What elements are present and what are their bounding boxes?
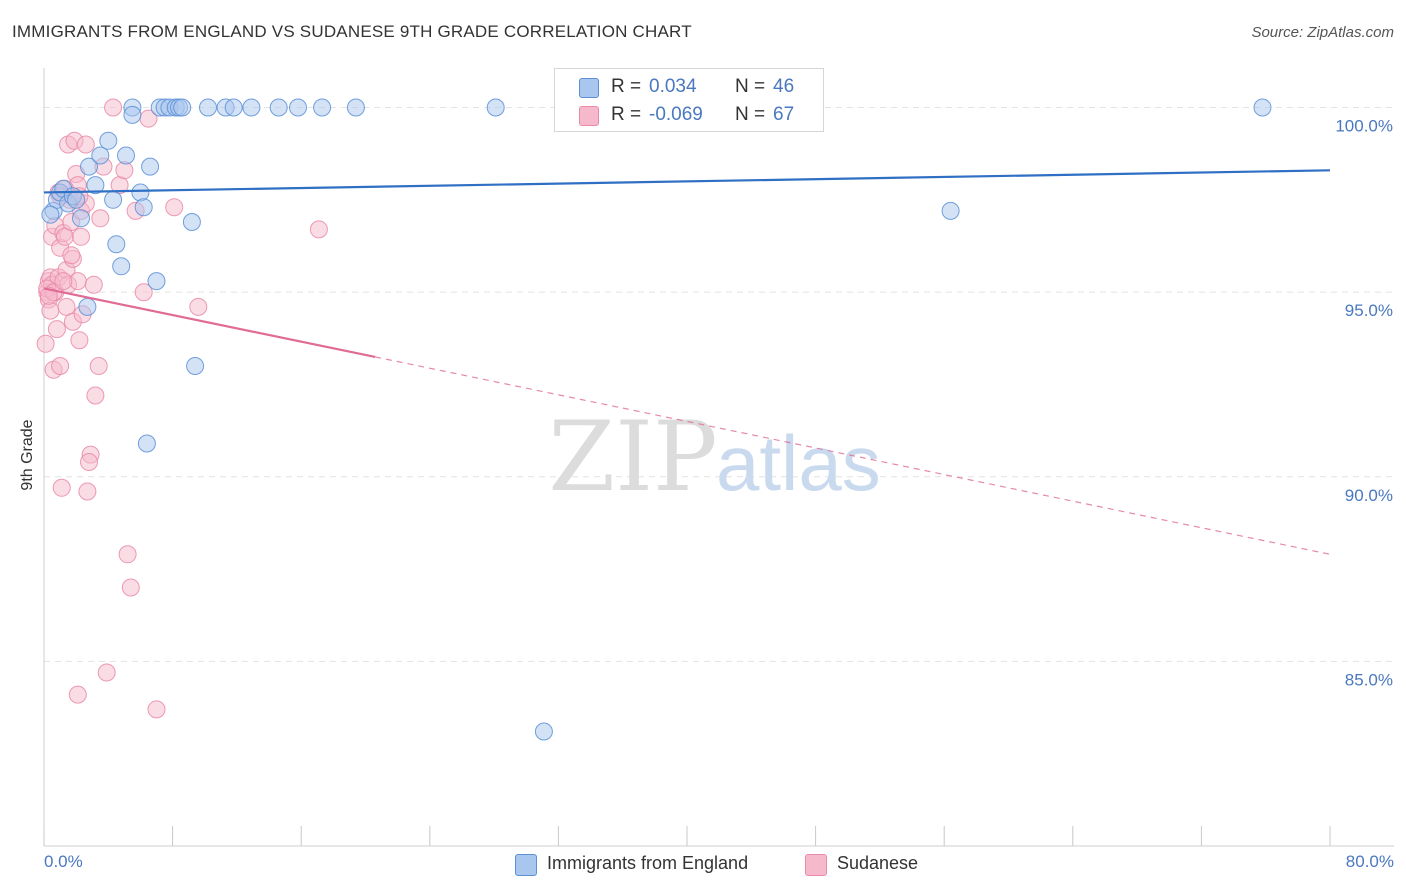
sudanese-point <box>309 220 328 239</box>
england-point <box>117 146 135 165</box>
england-point <box>486 98 505 117</box>
england-points <box>41 98 1272 741</box>
england-point <box>289 98 307 117</box>
england-point <box>346 98 365 117</box>
sudanese-point <box>91 209 110 228</box>
england-point <box>173 98 192 117</box>
legend-n-value: 67 <box>773 104 795 125</box>
correlation-legend: R = 0.034 N = 46 R = -0.069 N = 67 <box>554 68 824 132</box>
england-point <box>242 98 261 117</box>
england-point <box>99 131 118 150</box>
england-point <box>123 105 142 124</box>
legend-row-england: R = 0.034 N = 46 <box>555 73 823 101</box>
watermark: ZIP atlas <box>548 401 880 513</box>
sudanese-point <box>134 283 153 302</box>
series-legend: Immigrants from England Sudanese <box>0 852 1406 878</box>
england-point <box>112 257 131 276</box>
england-point <box>78 297 97 316</box>
legend-r-label: R = <box>611 76 642 97</box>
sudanese-point <box>189 297 208 316</box>
sudanese-point <box>104 98 123 117</box>
sudanese-point <box>80 453 98 471</box>
legend-n-value: 46 <box>773 76 795 97</box>
legend-swatch-england <box>579 78 599 98</box>
england-point <box>224 98 243 117</box>
england-point <box>134 198 153 217</box>
legend-label-sudanese: Sudanese <box>837 853 919 873</box>
sudanese-point <box>78 482 97 501</box>
x-tick-max: 80.0% <box>1345 852 1394 871</box>
sudanese-point <box>51 357 70 375</box>
sudanese-point <box>89 357 108 375</box>
england-point <box>141 157 160 176</box>
sudanese-point <box>121 578 140 597</box>
england-point <box>313 98 332 117</box>
england-point <box>41 205 60 224</box>
sudanese-point <box>147 700 166 719</box>
england-point <box>104 190 123 209</box>
england-point <box>80 157 98 176</box>
legend-r-value: -0.069 <box>649 104 703 125</box>
legend-r-value: 0.034 <box>649 76 697 97</box>
england-point <box>941 201 960 220</box>
y-tick-label: 85.0% <box>1345 670 1393 689</box>
england-point <box>534 722 553 741</box>
england-trend-line <box>43 169 1331 194</box>
england-point <box>182 213 201 231</box>
sudanese-point <box>84 275 103 294</box>
sudanese-point <box>118 545 137 564</box>
y-tick-labels: 85.0% 90.0% 95.0% 100.0% <box>1335 117 1393 690</box>
source-credit: Source: ZipAtlas.com <box>1251 24 1394 41</box>
y-tick-label: 90.0% <box>1345 486 1393 505</box>
sudanese-point <box>62 246 81 265</box>
england-point <box>131 183 150 202</box>
legend-n-label: N = <box>735 76 766 97</box>
sudanese-point <box>70 331 89 350</box>
england-point <box>199 98 217 117</box>
legend-swatch-sudanese <box>805 854 827 876</box>
england-point <box>137 434 156 453</box>
legend-swatch-sudanese <box>579 106 599 126</box>
y-tick-label: 100.0% <box>1335 117 1393 136</box>
england-point <box>107 235 126 254</box>
sudanese-point <box>76 135 95 154</box>
sudanese-point <box>68 685 87 704</box>
sudanese-point <box>36 334 55 353</box>
sudanese-trend-line <box>43 287 376 358</box>
sudanese-point <box>52 478 71 497</box>
x-tick-min: 0.0% <box>44 852 83 871</box>
sudanese-point <box>72 227 90 246</box>
legend-n-label: N = <box>735 104 766 125</box>
england-point <box>186 357 205 375</box>
sudanese-point <box>86 386 105 405</box>
england-point <box>91 146 110 165</box>
sudanese-point <box>54 272 73 291</box>
chart-title: IMMIGRANTS FROM ENGLAND VS SUDANESE 9TH … <box>12 22 692 41</box>
trend-lines <box>43 169 1331 555</box>
england-point <box>67 190 86 209</box>
legend-label-england: Immigrants from England <box>547 853 749 873</box>
sudanese-trend-line-extension <box>375 356 1331 555</box>
gridlines <box>44 107 1394 662</box>
watermark-zip: ZIP <box>548 401 717 513</box>
sudanese-point <box>165 198 184 217</box>
england-point <box>147 272 166 291</box>
legend-row-sudanese: R = -0.069 N = 67 <box>555 101 823 129</box>
legend-r-label: R = <box>611 104 642 125</box>
england-point <box>1253 98 1272 117</box>
sudanese-point <box>97 663 116 682</box>
england-point <box>86 176 105 195</box>
england-point <box>269 98 288 117</box>
sudanese-point <box>47 320 66 339</box>
axes <box>43 68 1394 847</box>
watermark-atlas: atlas <box>716 419 881 507</box>
y-tick-label: 95.0% <box>1345 301 1393 320</box>
sudanese-point <box>39 286 58 305</box>
england-point <box>72 209 90 228</box>
legend-swatch-england <box>515 854 537 876</box>
